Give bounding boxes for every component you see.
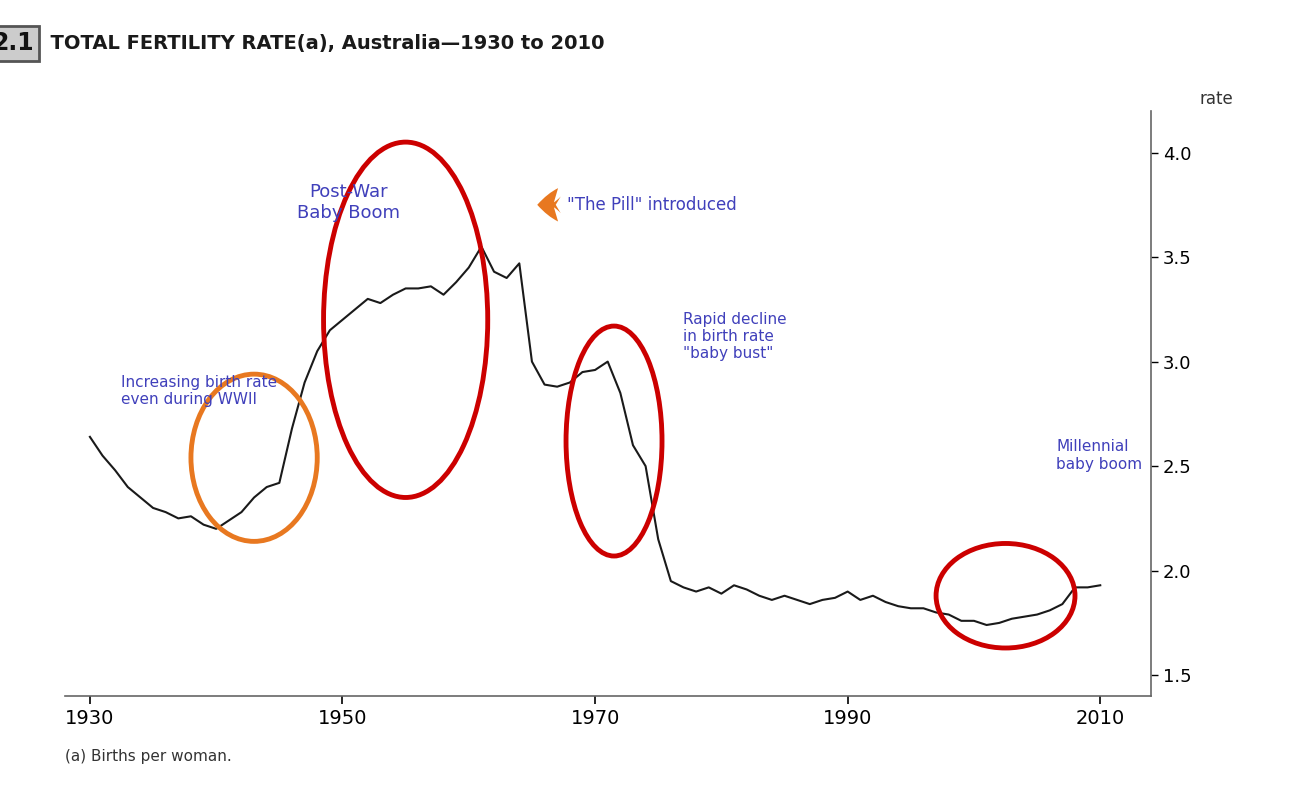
Text: Post-War
Baby Boom: Post-War Baby Boom	[297, 184, 401, 222]
Text: TOTAL FERTILITY RATE(a), Australia—1930 to 2010: TOTAL FERTILITY RATE(a), Australia—1930 …	[37, 34, 605, 53]
Text: Increasing birth rate
even during WWII: Increasing birth rate even during WWII	[122, 375, 278, 407]
Text: (a) Births per woman.: (a) Births per woman.	[65, 749, 231, 764]
Text: rate: rate	[1200, 90, 1234, 108]
Text: Millennial
baby boom: Millennial baby boom	[1056, 440, 1142, 472]
Text: Rapid decline
in birth rate
"baby bust": Rapid decline in birth rate "baby bust"	[684, 312, 787, 361]
Text: 2.1: 2.1	[0, 32, 34, 55]
Text: "The Pill" introduced: "The Pill" introduced	[568, 196, 737, 214]
